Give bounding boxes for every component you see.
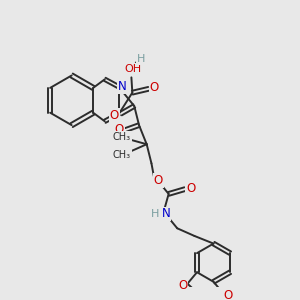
Text: O: O	[110, 109, 119, 122]
Text: O: O	[186, 182, 195, 195]
Text: O: O	[178, 279, 187, 292]
Text: CH₃: CH₃	[113, 150, 131, 160]
Text: N: N	[118, 80, 126, 93]
Text: N: N	[161, 208, 170, 220]
Text: O: O	[150, 81, 159, 94]
Text: H: H	[137, 54, 145, 64]
Text: CH₃: CH₃	[113, 132, 131, 142]
Text: OH: OH	[125, 64, 142, 74]
Text: O: O	[114, 123, 124, 136]
Text: O: O	[154, 174, 163, 187]
Text: H: H	[151, 209, 160, 219]
Text: O: O	[223, 289, 232, 300]
